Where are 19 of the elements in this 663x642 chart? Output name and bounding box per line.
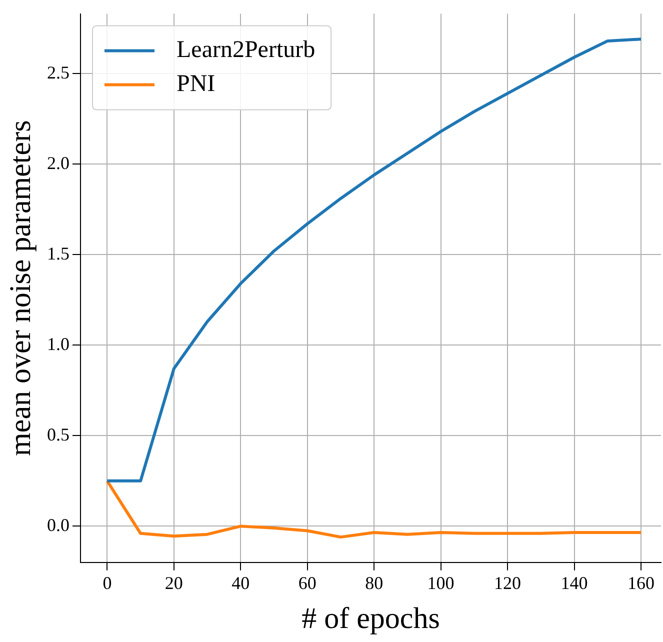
legend-label: Learn2Perturb	[176, 37, 316, 64]
x-tick-label: 60	[298, 572, 316, 593]
y-tick-label: 2.0	[47, 152, 70, 173]
x-tick-label: 160	[627, 572, 654, 593]
x-tick-label: 0	[102, 572, 112, 593]
x-tick-label: 80	[365, 572, 384, 593]
y-tick-label: 1.5	[47, 243, 70, 264]
legend-label: PNI	[176, 71, 216, 98]
y-tick-label: 0.0	[47, 514, 70, 535]
y-axis-title: mean over noise parameters	[4, 120, 37, 456]
x-tick-label: 120	[494, 572, 522, 593]
y-tick-label: 1.0	[47, 334, 70, 354]
x-tick-label: 40	[232, 572, 250, 593]
y-tick-label: 0.5	[47, 424, 70, 444]
x-tick-label: 100	[427, 572, 454, 593]
x-tick-label: 20	[164, 572, 183, 593]
x-axis-title: # of epochs	[302, 602, 440, 635]
x-tick-label: 140	[560, 572, 588, 593]
y-tick-label: 2.5	[47, 62, 70, 82]
